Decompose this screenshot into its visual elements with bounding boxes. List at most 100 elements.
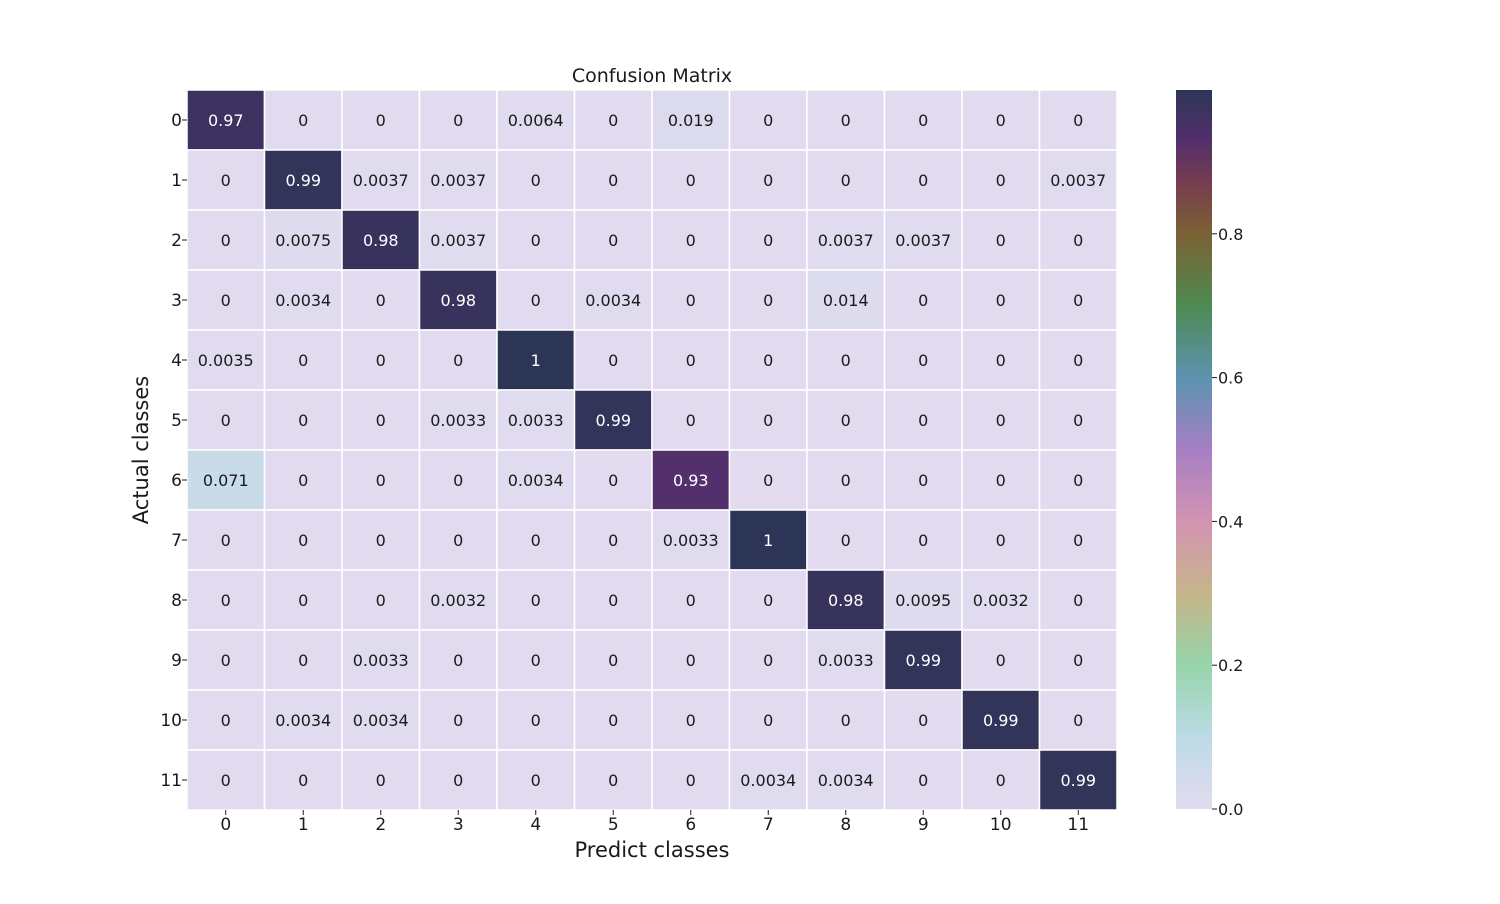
heatmap-cell-r7-c0	[186, 509, 266, 571]
y-tick-label-8: 8	[171, 591, 182, 611]
cell-value-r9-c1: 0	[298, 651, 308, 670]
cell-value-r0-c8: 0	[841, 111, 851, 130]
x-tick-label-7: 7	[763, 815, 774, 835]
y-tick-label-10: 10	[160, 711, 182, 731]
heatmap-cell-r6-c6	[651, 449, 731, 511]
cell-value-r5-c11: 0	[1073, 411, 1083, 430]
heatmap-cell-r0-c11	[1038, 89, 1118, 151]
cell-value-r3-c7: 0	[763, 291, 773, 310]
heatmap-cell-r10-c6	[651, 689, 731, 751]
cell-value-r4-c6: 0	[686, 351, 696, 370]
heatmap-cell-r8-c6	[651, 569, 731, 631]
heatmap-cell-r3-c3	[418, 269, 498, 331]
heatmap-cell-r2-c2	[341, 209, 421, 271]
x-tick-label-11: 11	[1067, 815, 1089, 835]
cell-value-r9-c11: 0	[1073, 651, 1083, 670]
cell-value-r9-c6: 0	[686, 651, 696, 670]
cell-value-r7-c2: 0	[376, 531, 386, 550]
cell-value-r2-c1: 0.0075	[275, 231, 331, 250]
heatmap-cell-r9-c3	[418, 629, 498, 691]
cell-value-r2-c11: 0	[1073, 231, 1083, 250]
cell-value-r0-c1: 0	[298, 111, 308, 130]
heatmap-cell-r5-c6	[651, 389, 731, 451]
cell-value-r6-c7: 0	[763, 471, 773, 490]
cell-value-r2-c2: 0.98	[363, 231, 399, 250]
cell-value-r4-c9: 0	[918, 351, 928, 370]
colorbar-tick-label-4: 0.8	[1218, 225, 1243, 244]
heatmap-cell-r10-c0	[186, 689, 266, 751]
cell-value-r1-c11: 0.0037	[1050, 171, 1106, 190]
cell-value-r8-c7: 0	[763, 591, 773, 610]
heatmap-cell-r1-c6	[651, 149, 731, 211]
heatmap-cell-r10-c2	[341, 689, 421, 751]
cell-value-r2-c0: 0	[221, 231, 231, 250]
cell-value-r11-c5: 0	[608, 771, 618, 790]
cell-value-r10-c8: 0	[841, 711, 851, 730]
x-tick-label-6: 6	[685, 815, 696, 835]
heatmap-cell-r9-c9	[883, 629, 963, 691]
cell-value-r5-c9: 0	[918, 411, 928, 430]
cell-value-r8-c3: 0.0032	[430, 591, 486, 610]
cell-value-r2-c8: 0.0037	[818, 231, 874, 250]
y-tick-label-9: 9	[171, 651, 182, 671]
cell-value-r3-c6: 0	[686, 291, 696, 310]
cell-value-r4-c10: 0	[996, 351, 1006, 370]
cell-value-r4-c3: 0	[453, 351, 463, 370]
cell-value-r0-c9: 0	[918, 111, 928, 130]
heatmap-cell-r3-c11	[1038, 269, 1118, 331]
cell-value-r1-c7: 0	[763, 171, 773, 190]
cell-value-r4-c8: 0	[841, 351, 851, 370]
heatmap-cell-r2-c6	[651, 209, 731, 271]
heatmap-cell-r3-c9	[883, 269, 963, 331]
heatmap-cell-r6-c10	[961, 449, 1041, 511]
cell-value-r10-c4: 0	[531, 711, 541, 730]
cell-value-r1-c1: 0.99	[285, 171, 321, 190]
x-tick-label-0: 0	[220, 815, 231, 835]
cell-value-r11-c11: 0.99	[1060, 771, 1096, 790]
heatmap-cell-r8-c11	[1038, 569, 1118, 631]
heatmap-cell-r4-c6	[651, 329, 731, 391]
cell-value-r5-c4: 0.0033	[508, 411, 564, 430]
heatmap-cell-r7-c10	[961, 509, 1041, 571]
cell-value-r10-c1: 0.0034	[275, 711, 331, 730]
heatmap-cell-r7-c6	[651, 509, 731, 571]
colorbar-tick-label-2: 0.4	[1218, 512, 1243, 531]
cell-value-r5-c1: 0	[298, 411, 308, 430]
heatmap-cell-r4-c7	[728, 329, 808, 391]
cell-value-r11-c8: 0.0034	[818, 771, 874, 790]
y-axis-label: Actual classes	[129, 376, 153, 524]
cell-value-r0-c3: 0	[453, 111, 463, 130]
cell-value-r8-c10: 0.0032	[973, 591, 1029, 610]
cell-value-r3-c5: 0.0034	[585, 291, 641, 310]
heatmap-cell-r11-c6	[651, 749, 731, 811]
heatmap-cell-r3-c10	[961, 269, 1041, 331]
heatmap-cell-r8-c1	[263, 569, 343, 631]
cell-value-r6-c4: 0.0034	[508, 471, 564, 490]
cell-value-r11-c3: 0	[453, 771, 463, 790]
heatmap-cell-r5-c7	[728, 389, 808, 451]
cell-value-r7-c5: 0	[608, 531, 618, 550]
cell-value-r5-c10: 0	[996, 411, 1006, 430]
heatmap-cell-r5-c11	[1038, 389, 1118, 451]
heatmap-cell-r4-c10	[961, 329, 1041, 391]
cell-value-r1-c9: 0	[918, 171, 928, 190]
cell-value-r10-c5: 0	[608, 711, 618, 730]
cell-value-r4-c4: 1	[531, 351, 541, 370]
heatmap-cell-r0-c9	[883, 89, 963, 151]
heatmap-cell-r10-c8	[806, 689, 886, 751]
heatmap-cell-r1-c3	[418, 149, 498, 211]
heatmap-cell-r8-c7	[728, 569, 808, 631]
heatmap-cell-r6-c4	[496, 449, 576, 511]
heatmap-cell-r6-c3	[418, 449, 498, 511]
y-tick-label-0: 0	[171, 111, 182, 131]
colorbar-ticks: 0.0 0.2 0.4 0.6 0.8	[1212, 225, 1243, 819]
heatmap-cell-r4-c1	[263, 329, 343, 391]
heatmap-cell-r10-c10	[961, 689, 1041, 751]
cell-value-r5-c2: 0	[376, 411, 386, 430]
cell-value-r4-c5: 0	[608, 351, 618, 370]
heatmap-cell-r11-c1	[263, 749, 343, 811]
heatmap-cell-r1-c8	[806, 149, 886, 211]
heatmap-cell-r9-c1	[263, 629, 343, 691]
cell-value-r5-c5: 0.99	[595, 411, 631, 430]
